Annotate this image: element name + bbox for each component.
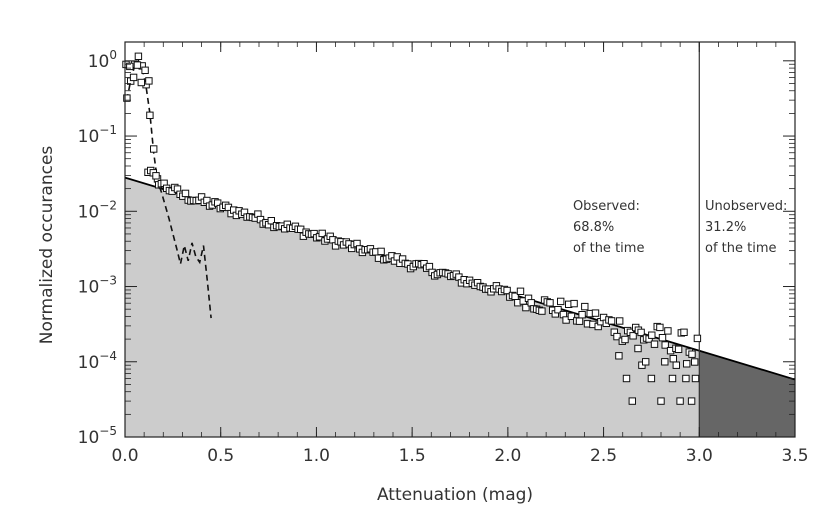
data-marker xyxy=(554,306,562,314)
data-marker xyxy=(137,78,146,87)
y-tick-label: 100 xyxy=(88,48,117,72)
data-marker xyxy=(647,374,656,383)
x-tick-label: 0.5 xyxy=(207,446,234,466)
data-marker xyxy=(616,317,624,325)
data-marker xyxy=(126,62,134,71)
x-tick-label: 1.0 xyxy=(303,446,330,466)
axes-layer: 0.0 0.5 1.0 1.5 2.0 2.5 3.0 3.5 100 10−1 10−2 10−3 1… xyxy=(78,41,809,466)
data-marker xyxy=(318,229,326,238)
dashed-series-line xyxy=(126,59,212,319)
data-marker xyxy=(123,94,131,102)
data-marker xyxy=(691,374,700,383)
data-marker xyxy=(628,397,636,405)
region-labels-layer: Observed: 68.8% of the time Unobserved: 31.2… xyxy=(573,199,787,256)
region-label-observed: 68.8% xyxy=(573,220,614,235)
data-marker xyxy=(141,66,149,74)
data-marker xyxy=(642,358,650,366)
data-marker xyxy=(661,358,669,366)
data-marker xyxy=(672,361,680,369)
data-marker xyxy=(607,317,616,325)
x-tick-label: 3.0 xyxy=(686,446,713,466)
x-tick-label: 2.0 xyxy=(494,446,521,466)
data-marker xyxy=(658,334,667,342)
data-marker xyxy=(377,247,385,256)
x-tick-label: 1.5 xyxy=(399,446,426,466)
data-marker xyxy=(134,52,143,60)
data-marker xyxy=(567,312,576,321)
data-marker xyxy=(691,358,699,366)
y-tick-label: 10−2 xyxy=(78,198,117,222)
data-marker xyxy=(527,299,535,307)
regions-layer xyxy=(125,177,795,437)
y-tick-label: 10−1 xyxy=(78,123,117,147)
dashed-layer xyxy=(126,59,212,319)
region-observed xyxy=(125,177,700,437)
data-marker xyxy=(146,111,154,119)
data-marker xyxy=(145,77,153,85)
data-marker xyxy=(181,189,190,198)
data-marker xyxy=(629,332,637,340)
data-marker xyxy=(522,303,530,312)
data-marker xyxy=(676,397,684,405)
data-marker xyxy=(661,341,669,349)
data-marker xyxy=(657,397,665,405)
data-marker xyxy=(575,317,584,325)
data-marker xyxy=(570,299,578,308)
data-marker xyxy=(622,374,631,383)
y-tick-label: 10−5 xyxy=(78,424,117,448)
data-marker xyxy=(150,145,158,153)
data-marker xyxy=(129,73,138,82)
data-marker xyxy=(648,331,656,339)
data-marker xyxy=(669,355,677,363)
region-label-observed: of the time xyxy=(573,241,645,256)
data-marker xyxy=(664,327,672,335)
data-marker xyxy=(578,311,586,319)
data-marker xyxy=(557,297,565,306)
data-marker xyxy=(683,360,691,368)
x-tick-label: 0.0 xyxy=(111,446,138,466)
region-label-unobserved: Unobserved: xyxy=(705,199,787,214)
data-marker xyxy=(674,345,683,354)
data-marker xyxy=(152,172,160,180)
y-axis-label: Normalized occurances xyxy=(37,146,57,345)
data-marker xyxy=(637,328,645,337)
region-label-unobserved: 31.2% xyxy=(705,220,746,235)
data-marker xyxy=(693,334,702,343)
y-tick-label: 10−4 xyxy=(78,349,117,373)
y-tick-label: 10−3 xyxy=(78,274,117,298)
data-marker xyxy=(680,328,688,337)
data-marker xyxy=(546,299,554,307)
data-marker xyxy=(538,307,546,315)
data-marker xyxy=(650,340,659,348)
data-marker xyxy=(615,352,623,360)
data-marker xyxy=(591,309,600,317)
region-label-observed: Observed: xyxy=(573,199,640,214)
markers-layer xyxy=(122,52,702,405)
data-marker xyxy=(682,374,690,383)
data-marker xyxy=(133,61,142,69)
plot-frame xyxy=(124,41,796,438)
data-marker xyxy=(634,344,642,353)
data-marker xyxy=(688,350,696,358)
data-marker xyxy=(668,374,677,383)
data-marker xyxy=(621,335,629,344)
data-marker xyxy=(516,287,525,296)
x-tick-label: 3.5 xyxy=(781,446,808,466)
region-unobserved xyxy=(699,350,795,437)
data-marker xyxy=(687,397,696,405)
data-marker xyxy=(613,332,621,341)
x-tick-label: 2.5 xyxy=(590,446,617,466)
x-axis-label: Attenuation (mag) xyxy=(377,485,533,505)
data-marker xyxy=(581,302,589,311)
region-label-unobserved: of the time xyxy=(705,241,777,256)
data-marker xyxy=(656,323,664,332)
